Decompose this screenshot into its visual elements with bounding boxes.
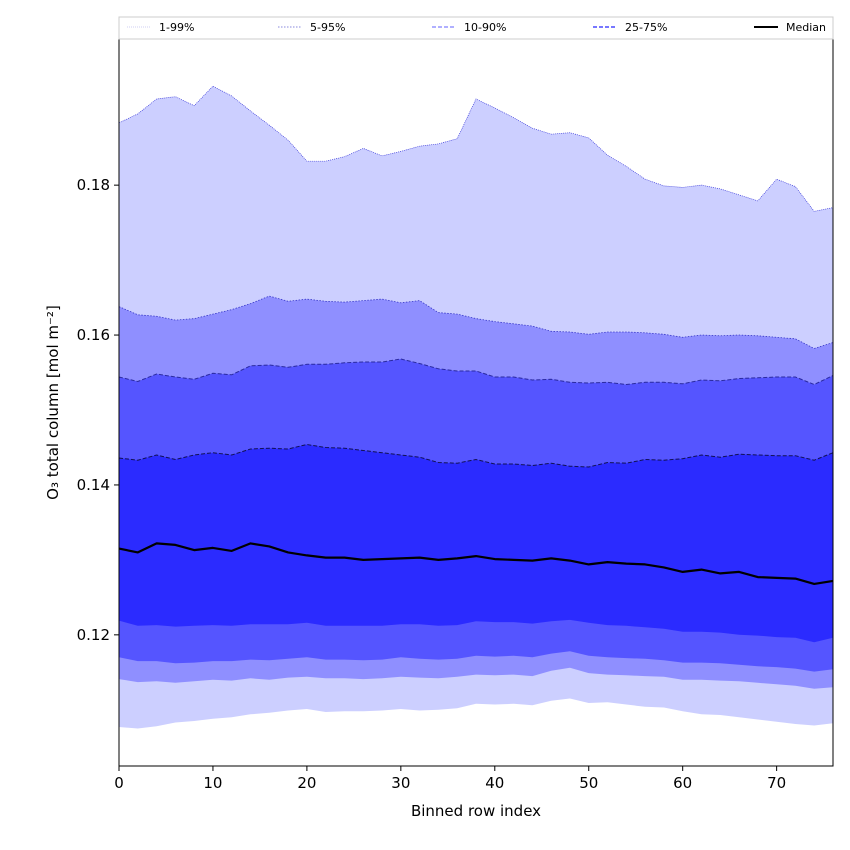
y-tick-label: 0.12 <box>77 626 110 644</box>
edge-25-75-upper <box>118 443 834 468</box>
y-axis-title: O₃ total column [mol m⁻²] <box>44 305 62 500</box>
x-tick-label: 60 <box>673 774 692 792</box>
legend-label: 5-95% <box>310 21 345 34</box>
legend-label: 10-90% <box>464 21 506 34</box>
x-tick-label: 50 <box>579 774 598 792</box>
y-tick-label: 0.18 <box>77 176 110 194</box>
x-axis-title: Binned row index <box>411 802 541 820</box>
y-tick-label: 0.16 <box>77 326 110 344</box>
legend-label: 25-75% <box>625 21 667 34</box>
legend: 1-99% 5-95% 10-90% 25-75% Median <box>118 16 834 40</box>
median-line <box>118 542 834 586</box>
x-tick-label: 40 <box>485 774 504 792</box>
edge-1-99-upper <box>118 85 834 212</box>
x-axis: 0 10 20 30 40 50 60 70 <box>114 766 786 792</box>
edge-10-90-upper <box>118 358 834 386</box>
x-tick-label: 70 <box>767 774 786 792</box>
x-tick-label: 30 <box>391 774 410 792</box>
x-tick-label: 20 <box>297 774 316 792</box>
x-tick-label: 0 <box>114 774 124 792</box>
legend-label: 1-99% <box>159 21 194 34</box>
legend-label: Median <box>786 21 826 34</box>
y-tick-label: 0.14 <box>77 476 110 494</box>
percentile-bands <box>118 85 834 729</box>
y-axis: 0.12 0.14 0.16 0.18 <box>77 176 119 644</box>
band-25-75 <box>119 444 833 643</box>
legend-box <box>118 16 834 40</box>
median-layer <box>118 542 834 586</box>
x-tick-label: 10 <box>203 774 222 792</box>
